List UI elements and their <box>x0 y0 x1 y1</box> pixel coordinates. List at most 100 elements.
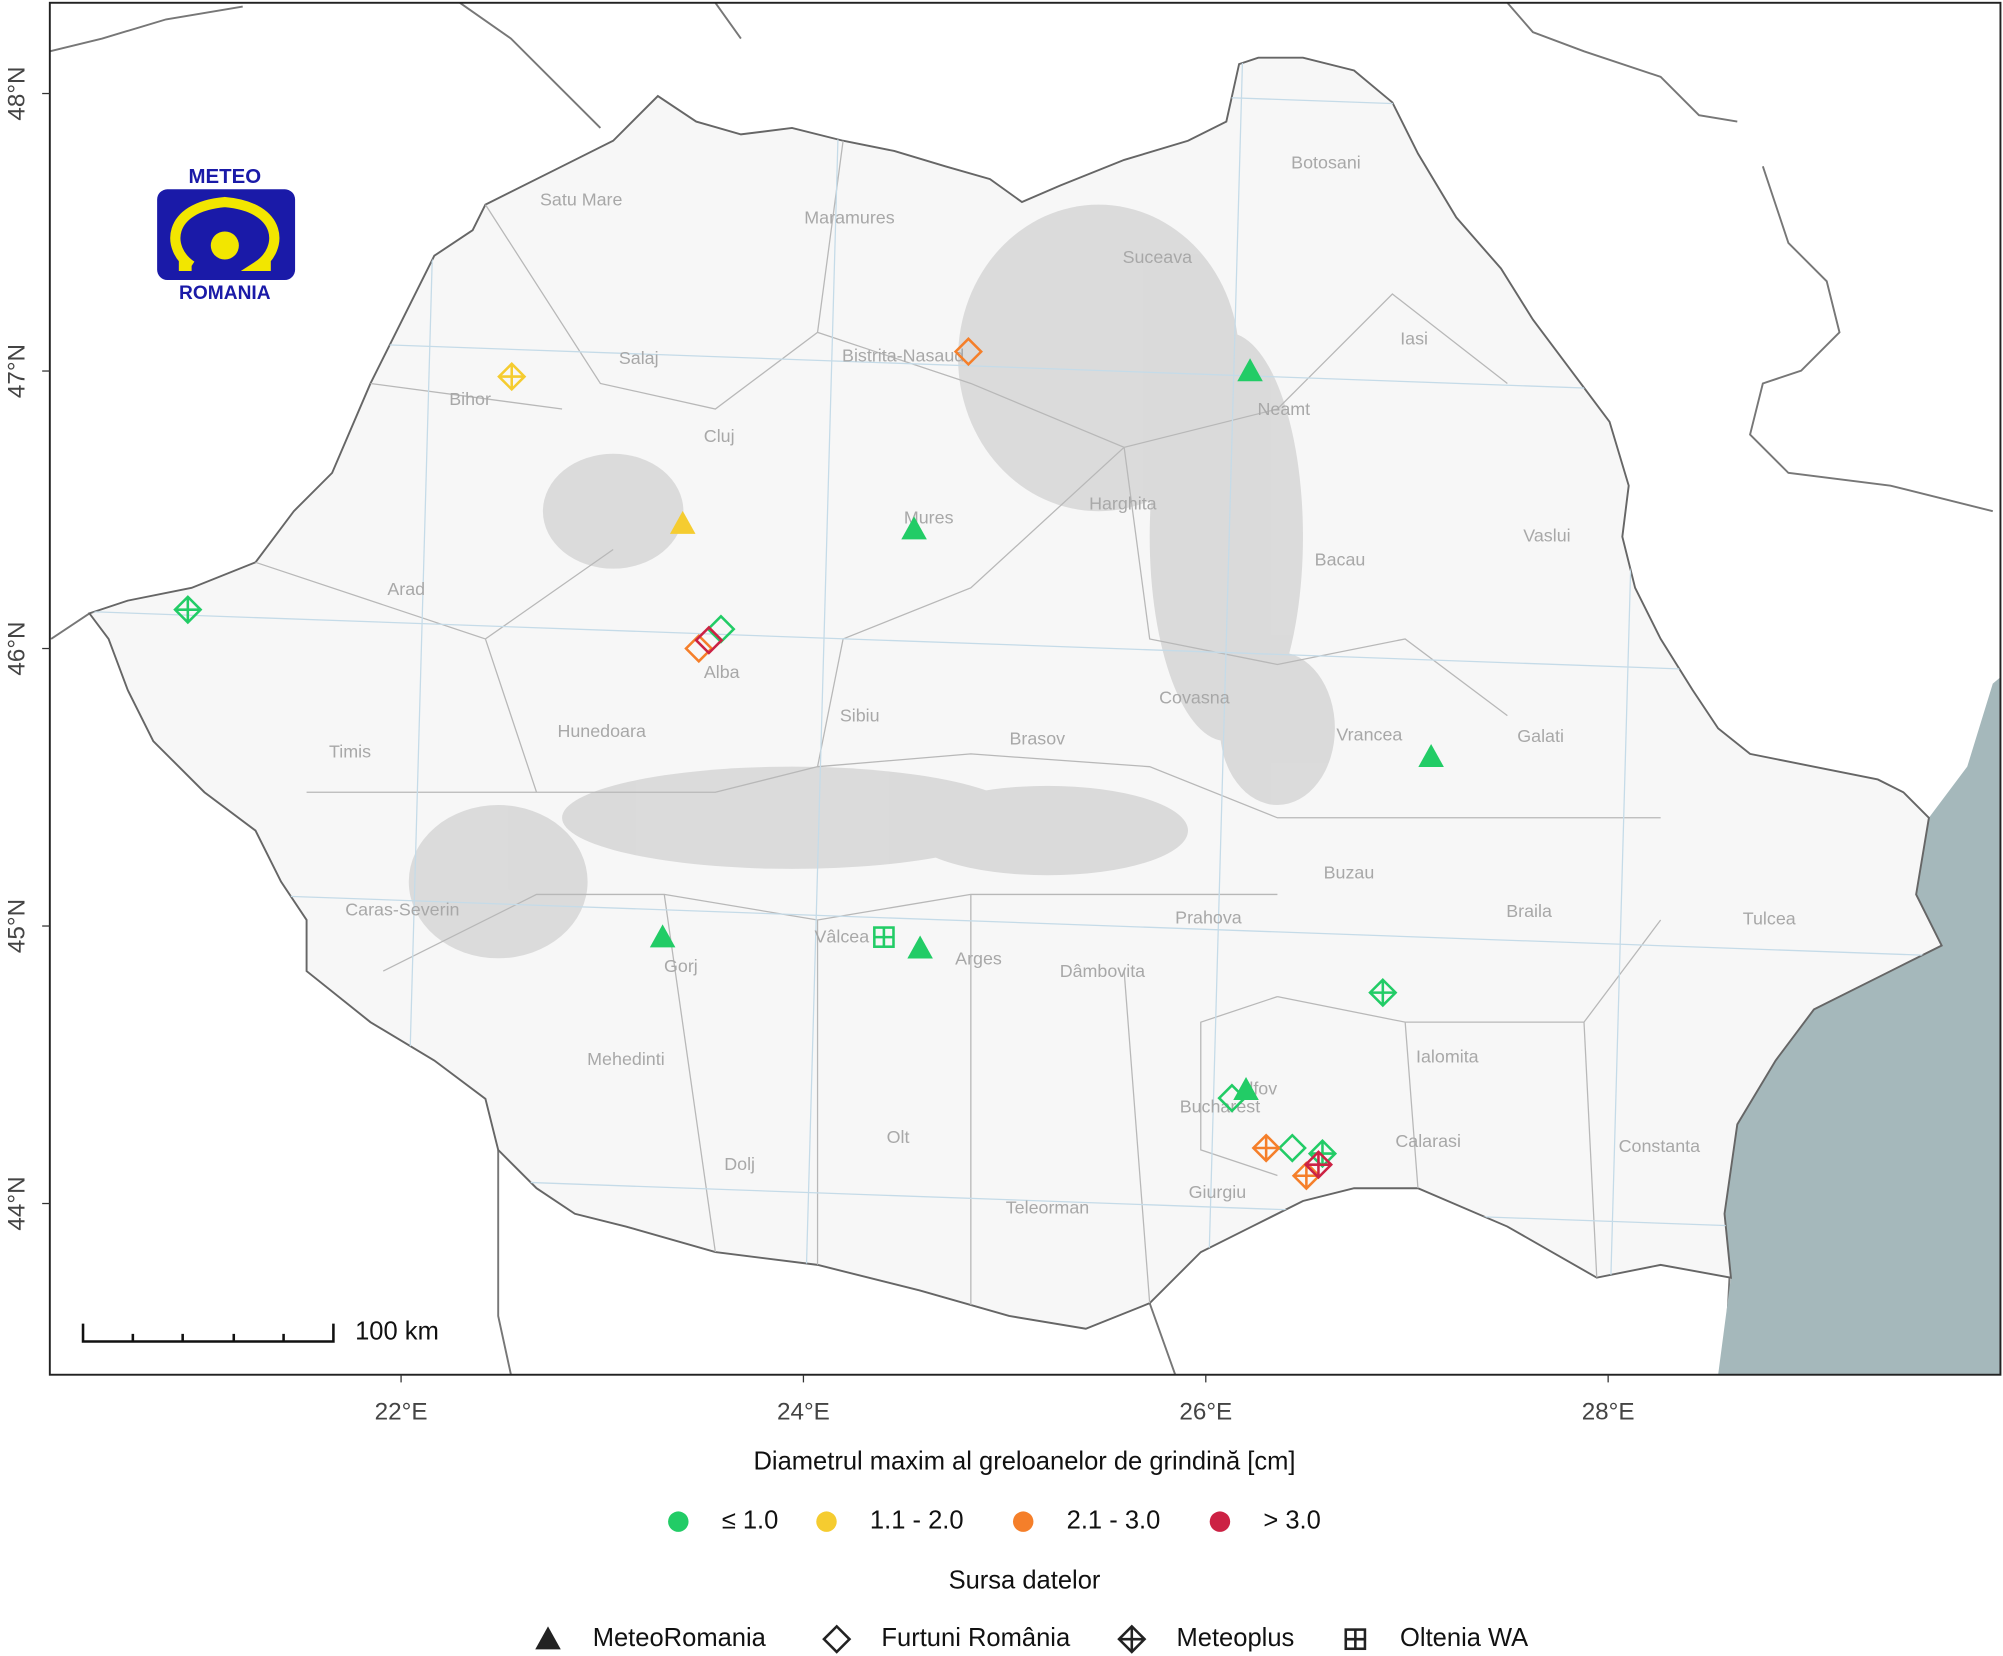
county-label: Giurgiu <box>1189 1182 1247 1202</box>
county-label: Neamt <box>1257 399 1310 419</box>
triangle <box>907 935 933 959</box>
county-label: Sibiu <box>840 706 880 726</box>
county-label: Braila <box>1506 901 1552 921</box>
romania-outline <box>87 56 1943 1330</box>
grid-line <box>1205 57 1245 1329</box>
cross <box>175 596 201 623</box>
hail-report <box>1418 743 1444 767</box>
cross <box>1119 1626 1145 1652</box>
cross <box>1293 1162 1320 1189</box>
county-label: Ialomita <box>1416 1047 1479 1067</box>
diamond <box>1277 1133 1307 1163</box>
county-label: Gorj <box>664 956 698 976</box>
legend-label: 1.1 - 2.0 <box>870 1506 964 1534</box>
diamond <box>822 1624 852 1654</box>
scale-bar-line <box>81 1323 335 1343</box>
county-labels: Satu Mare Maramures Botosani Suceava Sal… <box>329 152 1796 1217</box>
size-legend-title: Diametrul maxim al greloanelor de grindi… <box>753 1448 1295 1476</box>
county-label: Mehedinti <box>587 1049 665 1069</box>
hail-report <box>173 595 203 625</box>
hail-report <box>873 926 895 948</box>
triangle <box>535 1626 561 1650</box>
hail-report <box>1217 1083 1247 1113</box>
diamond <box>694 625 724 655</box>
cross <box>1370 979 1396 1006</box>
county-label: Dâmbovita <box>1060 961 1145 981</box>
frame <box>48 1 2002 1376</box>
cross <box>498 363 525 390</box>
hail-report <box>1237 358 1263 382</box>
legend-label: MeteoRomania <box>593 1624 767 1652</box>
county-label: Galati <box>1517 726 1564 746</box>
triangle <box>669 510 696 534</box>
county-label: Covasna <box>1159 688 1230 708</box>
x-tick-label: 24°E <box>777 1398 830 1425</box>
legend-label: Furtuni România <box>881 1624 1071 1652</box>
legend-symbol <box>1344 1628 1367 1651</box>
hail-report <box>1303 1150 1334 1180</box>
county-label: Suceava <box>1123 247 1193 267</box>
hail-report <box>1307 1138 1338 1169</box>
county-label: Cluj <box>704 426 735 446</box>
county-label: Caras-Severin <box>345 900 459 920</box>
triangle <box>1237 358 1263 382</box>
county-label: Maramures <box>804 207 894 227</box>
legend-swatch <box>668 1511 689 1532</box>
legend-label: Meteoplus <box>1177 1624 1295 1652</box>
diamond <box>684 633 714 664</box>
hail-report <box>901 516 927 540</box>
diamond <box>1217 1083 1247 1113</box>
grid-line <box>89 609 1942 682</box>
hail-report <box>669 510 696 534</box>
legend-label: ≤ 1.0 <box>722 1506 779 1534</box>
county-label: Salaj <box>619 348 659 368</box>
cross <box>1305 1151 1332 1178</box>
y-tick-label: 44°N <box>3 1176 30 1230</box>
county-label: Buzau <box>1324 863 1375 883</box>
cross <box>1309 1140 1336 1167</box>
scale-bar: 100 km <box>81 1317 439 1345</box>
triangle <box>1418 743 1444 767</box>
legend-symbol <box>535 1626 561 1650</box>
x-tick-label: 22°E <box>375 1398 428 1425</box>
county-label: Hunedoara <box>557 721 646 741</box>
county-label: Vrancea <box>1336 725 1402 745</box>
source-legend-title: Sursa datelor <box>949 1566 1101 1594</box>
cross <box>1253 1135 1279 1161</box>
county-label: Bistrita-Nasaud <box>842 345 964 365</box>
hail-report <box>694 625 724 655</box>
black-sea <box>1718 677 2001 1375</box>
legend: ≤ 1.0 1.1 - 2.0 2.1 - 3.0 > 3.0 MeteoRomania… <box>535 1506 1528 1654</box>
legend-swatch <box>816 1511 837 1532</box>
county-label: Vaslui <box>1523 525 1570 545</box>
y-tick-label: 45°N <box>3 899 30 953</box>
county-label: Satu Mare <box>540 190 623 210</box>
county-label: Constanta <box>1619 1136 1701 1156</box>
county-label: Brasov <box>1009 729 1065 749</box>
diamond <box>953 337 983 367</box>
county-label: Olt <box>887 1127 910 1147</box>
county-label: Bacau <box>1315 550 1366 570</box>
cross <box>874 927 894 947</box>
hail-report <box>953 337 983 367</box>
x-tick-label: 28°E <box>1582 1398 1635 1425</box>
y-tick-label: 48°N <box>3 66 30 120</box>
hail-report <box>684 633 714 664</box>
legend-symbol <box>1117 1624 1147 1654</box>
county-label: Calarasi <box>1395 1131 1461 1151</box>
x-tick-label: 26°E <box>1179 1398 1232 1425</box>
logo-sun <box>210 231 239 260</box>
hail-report <box>907 935 933 959</box>
county-label: Alba <box>704 662 740 682</box>
logo-omega <box>170 196 280 272</box>
legend-label: Oltenia WA <box>1400 1624 1528 1652</box>
county-label: Bihor <box>449 389 491 409</box>
hail-reports <box>173 337 1444 1191</box>
y-tick-label: 46°N <box>3 621 30 675</box>
legend-swatch <box>1209 1511 1231 1532</box>
county-label: Dolj <box>724 1154 755 1174</box>
axes: 22°E 24°E 26°E 28°E 44°N 45°N 46°N 47°N 48°N <box>3 66 1634 1425</box>
county-label: Iasi <box>1400 329 1428 349</box>
hail-report <box>1277 1133 1307 1163</box>
